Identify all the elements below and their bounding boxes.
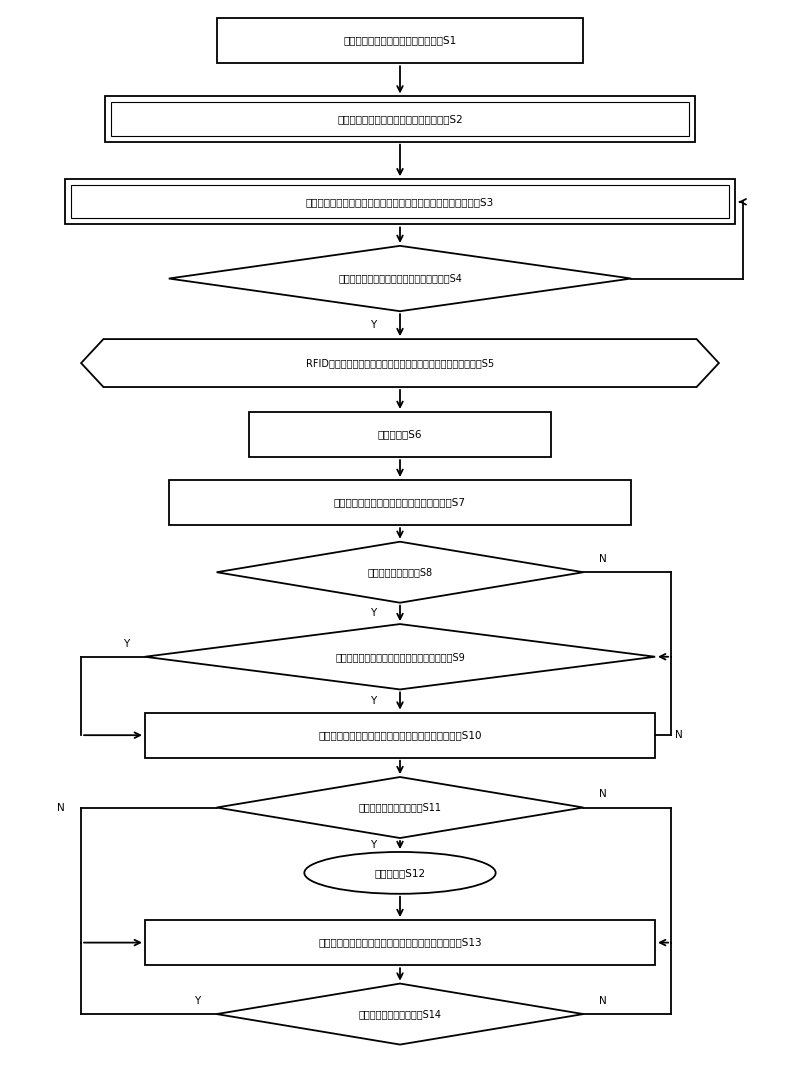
- Text: 报警，结束S12: 报警，结束S12: [374, 868, 426, 878]
- Text: 是否已到水平导轨近端？S14: 是否已到水平导轨近端？S14: [358, 1010, 442, 1019]
- Text: Y: Y: [370, 840, 376, 850]
- FancyBboxPatch shape: [105, 96, 695, 142]
- Text: 通过滑块控制器驱动滑块移动到初始位置S2: 通过滑块控制器驱动滑块移动到初始位置S2: [337, 114, 463, 124]
- FancyBboxPatch shape: [145, 920, 655, 965]
- Polygon shape: [217, 542, 583, 602]
- Text: 上位机接收到的标签回信号强度比水定値大？S9: 上位机接收到的标签回信号强度比水定値大？S9: [335, 651, 465, 662]
- Polygon shape: [169, 246, 631, 311]
- Text: RFID系统中间件将转台角度及标签、读写器天线中心距数据存储S5: RFID系统中间件将转台角度及标签、读写器天线中心距数据存储S5: [306, 358, 494, 368]
- Text: N: N: [599, 996, 607, 1006]
- Text: N: N: [58, 803, 65, 812]
- Text: N: N: [599, 554, 607, 564]
- Text: 通过滑块控制器驱动滑块向远离读写器天线位置移动S10: 通过滑块控制器驱动滑块向远离读写器天线位置移动S10: [318, 730, 482, 740]
- Text: Y: Y: [122, 639, 129, 649]
- Text: N: N: [675, 730, 682, 740]
- Text: Y: Y: [370, 320, 376, 330]
- Polygon shape: [81, 339, 719, 387]
- Polygon shape: [217, 984, 583, 1045]
- Text: 是否已到水平导轨远端？S11: 是否已到水平导轨远端？S11: [358, 803, 442, 812]
- Text: Y: Y: [194, 996, 201, 1006]
- Text: 读写器发射询问指令，并记录接收机接收到的标签回射信号强度S3: 读写器发射询问指令，并记录接收机接收到的标签回射信号强度S3: [306, 197, 494, 207]
- Polygon shape: [145, 624, 655, 690]
- FancyBboxPatch shape: [145, 712, 655, 758]
- Text: 打印功率点S6: 打印功率点S6: [378, 430, 422, 439]
- Text: Y: Y: [370, 609, 376, 618]
- FancyBboxPatch shape: [217, 18, 583, 63]
- Text: 通过转台控制器驱动转台转动一个水定角度S7: 通过转台控制器驱动转台转动一个水定角度S7: [334, 498, 466, 507]
- Text: 转台最大转动角度？S8: 转台最大转动角度？S8: [367, 567, 433, 577]
- Text: N: N: [599, 790, 607, 800]
- Text: Y: Y: [370, 696, 376, 706]
- Text: 系统设定，测试系统调零及初始定位S1: 系统设定，测试系统调零及初始定位S1: [343, 35, 457, 46]
- Text: 通过滑块控制器驱动滑块向接近读写器天线位置移动S13: 通过滑块控制器驱动滑块向接近读写器天线位置移动S13: [318, 938, 482, 948]
- Ellipse shape: [304, 852, 496, 893]
- FancyBboxPatch shape: [65, 179, 735, 225]
- Polygon shape: [217, 777, 583, 838]
- Text: 上位机接收到的标签回信号强度为水定値？S4: 上位机接收到的标签回信号强度为水定値？S4: [338, 274, 462, 284]
- FancyBboxPatch shape: [249, 411, 551, 457]
- FancyBboxPatch shape: [169, 480, 631, 526]
